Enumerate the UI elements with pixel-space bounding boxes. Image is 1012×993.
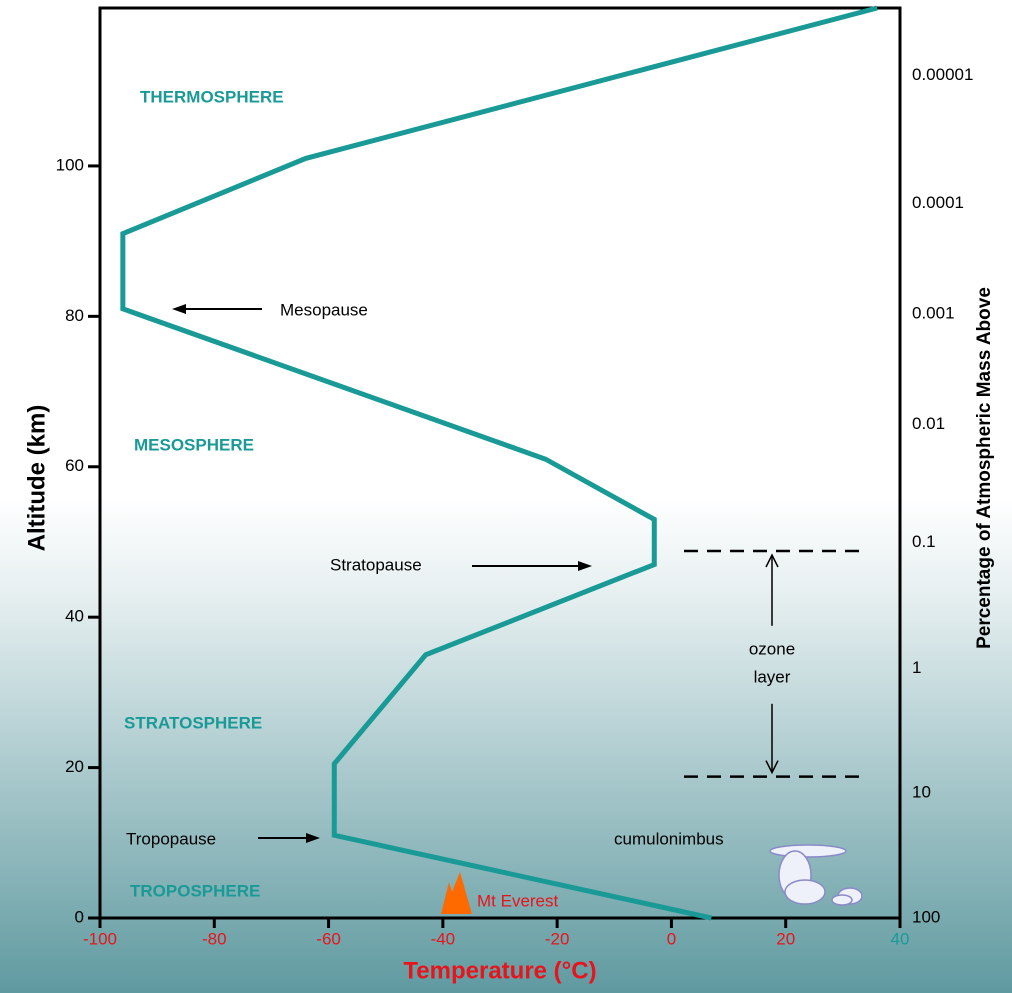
y2-tick-label: 0.00001: [912, 65, 973, 84]
y2-tick-label: 0.001: [912, 304, 955, 323]
annotation: Mesopause: [280, 300, 368, 319]
y-tick-label: 40: [65, 607, 84, 626]
ozone-label: ozone: [749, 639, 795, 658]
y2-tick-label: 0.1: [912, 532, 936, 551]
y2-tick-label: 100: [912, 907, 940, 926]
y-tick-label: 80: [65, 306, 84, 325]
x-tick-label: -40: [431, 929, 456, 948]
chart: THERMOSPHERE MESOSPHERE STRATOSPHERE TRO…: [0, 0, 1012, 993]
ozone-label: layer: [754, 667, 791, 686]
y-axis-label: Altitude (km): [23, 405, 50, 552]
layer-label: MESOSPHERE: [134, 435, 254, 454]
annotation: cumulonimbus: [614, 829, 724, 848]
annotation: Mt Everest: [477, 891, 559, 910]
layer-label: TROPOSPHERE: [130, 881, 260, 900]
y-tick-label: 100: [56, 155, 84, 174]
layer-label: STRATOSPHERE: [124, 713, 262, 732]
y2-tick-label: 1: [912, 658, 921, 677]
y2-tick-label: 0.01: [912, 414, 945, 433]
x-axis-label: Temperature (°C): [403, 957, 596, 984]
y2-tick-label: 10: [912, 783, 931, 802]
x-tick-label: -20: [545, 929, 570, 948]
x-tick-label: 0: [667, 929, 676, 948]
x-tick-label: -80: [202, 929, 227, 948]
x-tick-label: -100: [83, 929, 117, 948]
y2-tick-label: 0.0001: [912, 193, 964, 212]
annotation: Stratopause: [330, 555, 422, 574]
y-tick-label: 20: [65, 757, 84, 776]
annotation: Tropopause: [126, 829, 216, 848]
x-tick-label: 40: [891, 929, 910, 948]
y-tick-label: 0: [75, 907, 84, 926]
y2-axis-label: Percentage of Atmospheric Mass Above: [974, 287, 995, 649]
layer-label: THERMOSPHERE: [140, 87, 284, 106]
x-tick-label: -60: [316, 929, 341, 948]
x-tick-label: 20: [776, 929, 795, 948]
y-tick-label: 60: [65, 456, 84, 475]
